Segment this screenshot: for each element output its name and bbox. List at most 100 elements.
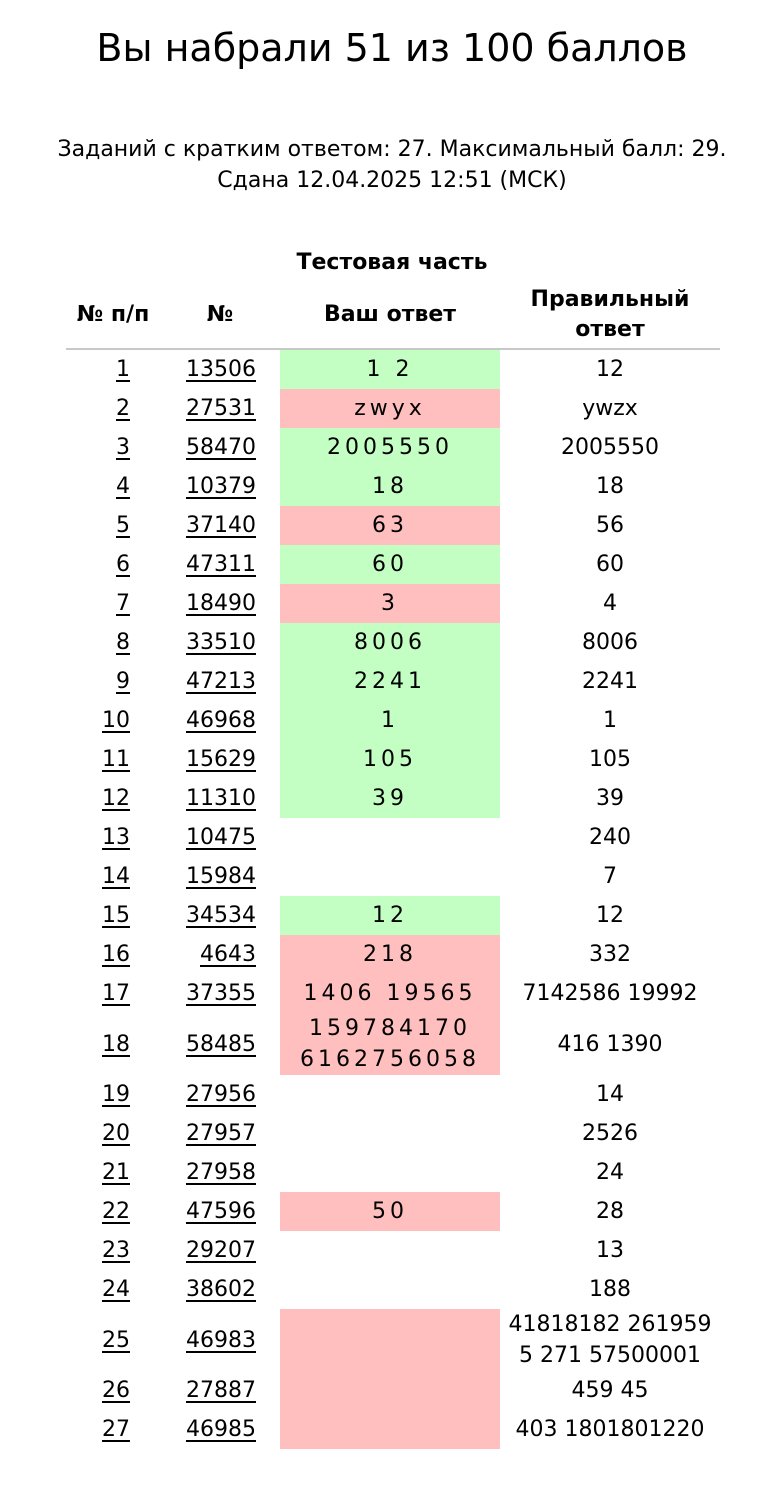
- task-link[interactable]: 27958: [186, 1160, 256, 1185]
- task-link[interactable]: 47311: [186, 552, 256, 577]
- task-link[interactable]: 27956: [186, 1082, 256, 1107]
- table-row: 9 47213 2241 2241: [66, 662, 720, 701]
- task-id-cell: 37140: [160, 506, 280, 545]
- table-row: 27 46985 403 1801801220: [66, 1410, 720, 1449]
- correct-answer-cell: 1: [603, 708, 617, 733]
- task-link[interactable]: 15629: [186, 747, 256, 772]
- order-link[interactable]: 11: [102, 747, 130, 772]
- task-link[interactable]: 37140: [186, 513, 256, 538]
- your-answer-cell: 159784170 6162756058: [280, 1013, 500, 1075]
- correct-answer-cell: 12: [596, 903, 624, 928]
- order-link[interactable]: 9: [116, 669, 130, 694]
- results-table-body: 1 13506 1 2 12 2 27531 zwyx ywzx 3 58470 2005550 20…: [66, 349, 720, 1449]
- task-id-cell: 10475: [160, 818, 280, 857]
- your-answer-cell: [280, 1371, 500, 1410]
- task-link[interactable]: 10379: [186, 474, 256, 499]
- order-cell: 20: [66, 1114, 160, 1153]
- order-cell: 14: [66, 857, 160, 896]
- task-id-cell: 33510: [160, 623, 280, 662]
- order-link[interactable]: 23: [102, 1238, 130, 1263]
- order-link[interactable]: 25: [102, 1327, 130, 1353]
- table-caption: Тестовая часть: [296, 250, 488, 275]
- task-link[interactable]: 38602: [186, 1277, 256, 1302]
- task-link[interactable]: 4643: [200, 942, 256, 967]
- your-answer-cell: 8006: [280, 623, 500, 662]
- correct-answer-cell: 41818182 261959 5 271 57500001: [508, 1312, 712, 1368]
- task-link[interactable]: 58485: [186, 1031, 256, 1057]
- order-link[interactable]: 10: [102, 708, 130, 733]
- order-link[interactable]: 12: [102, 786, 130, 811]
- correct-answer-cell: 56: [596, 513, 624, 538]
- task-link[interactable]: 11310: [186, 786, 256, 811]
- order-link[interactable]: 17: [102, 981, 130, 1006]
- task-id-cell: 27957: [160, 1114, 280, 1153]
- your-answer-cell: [280, 1309, 500, 1371]
- order-link[interactable]: 24: [102, 1277, 130, 1302]
- order-link[interactable]: 4: [116, 474, 130, 499]
- order-link[interactable]: 3: [116, 435, 130, 460]
- order-link[interactable]: 18: [102, 1031, 130, 1057]
- task-link[interactable]: 10475: [186, 825, 256, 850]
- task-id-cell: 58470: [160, 428, 280, 467]
- order-link[interactable]: 1: [116, 357, 130, 382]
- task-id-cell: 46983: [160, 1309, 280, 1371]
- order-link[interactable]: 19: [102, 1082, 130, 1107]
- task-link[interactable]: 15984: [186, 864, 256, 889]
- table-row: 3 58470 2005550 2005550: [66, 428, 720, 467]
- task-link[interactable]: 47596: [186, 1199, 256, 1224]
- order-cell: 19: [66, 1075, 160, 1114]
- your-answer-cell: 218: [280, 935, 500, 974]
- table-row: 2 27531 zwyx ywzx: [66, 389, 720, 428]
- task-link[interactable]: 47213: [186, 669, 256, 694]
- order-link[interactable]: 16: [102, 942, 130, 967]
- task-link[interactable]: 27957: [186, 1121, 256, 1146]
- order-link[interactable]: 21: [102, 1160, 130, 1185]
- task-id-cell: 47213: [160, 662, 280, 701]
- task-link[interactable]: 33510: [186, 630, 256, 655]
- your-answer-cell: [280, 1114, 500, 1153]
- order-link[interactable]: 8: [116, 630, 130, 655]
- order-link[interactable]: 13: [102, 825, 130, 850]
- correct-answer-cell: ywzx: [582, 396, 638, 421]
- correct-answer-cell: 8006: [582, 630, 638, 655]
- task-link[interactable]: 58470: [186, 435, 256, 460]
- task-link[interactable]: 27531: [186, 396, 256, 421]
- order-link[interactable]: 26: [102, 1378, 130, 1403]
- order-cell: 9: [66, 662, 160, 701]
- task-link[interactable]: 13506: [186, 357, 256, 382]
- task-id-cell: 47311: [160, 545, 280, 584]
- your-answer-cell: 60: [280, 545, 500, 584]
- order-cell: 25: [66, 1309, 160, 1371]
- table-row: 22 47596 50 28: [66, 1192, 720, 1231]
- order-link[interactable]: 27: [102, 1417, 130, 1442]
- your-answer-cell: 12: [280, 896, 500, 935]
- order-link[interactable]: 14: [102, 864, 130, 889]
- order-link[interactable]: 5: [116, 513, 130, 538]
- correct-answer-cell: 2526: [582, 1121, 638, 1146]
- task-link[interactable]: 46983: [186, 1327, 256, 1353]
- correct-answer-cell: 14: [596, 1082, 624, 1107]
- task-link[interactable]: 29207: [186, 1238, 256, 1263]
- task-link[interactable]: 18490: [186, 591, 256, 616]
- order-cell: 12: [66, 779, 160, 818]
- correct-answer-cell: 60: [596, 552, 624, 577]
- order-link[interactable]: 15: [102, 903, 130, 928]
- order-cell: 17: [66, 974, 160, 1013]
- task-link[interactable]: 46985: [186, 1417, 256, 1442]
- task-id-cell: 4643: [160, 935, 280, 974]
- task-id-cell: 27956: [160, 1075, 280, 1114]
- order-link[interactable]: 7: [116, 591, 130, 616]
- order-link[interactable]: 2: [116, 396, 130, 421]
- correct-answer-cell: 332: [589, 942, 631, 967]
- task-link[interactable]: 27887: [186, 1378, 256, 1403]
- your-answer-cell: [280, 1270, 500, 1309]
- order-link[interactable]: 22: [102, 1199, 130, 1224]
- order-link[interactable]: 20: [102, 1121, 130, 1146]
- correct-answer-cell: 240: [589, 825, 631, 850]
- task-link[interactable]: 37355: [186, 981, 256, 1006]
- task-link[interactable]: 34534: [186, 903, 256, 928]
- order-cell: 1: [66, 349, 160, 389]
- task-link[interactable]: 46968: [186, 708, 256, 733]
- order-link[interactable]: 6: [116, 552, 130, 577]
